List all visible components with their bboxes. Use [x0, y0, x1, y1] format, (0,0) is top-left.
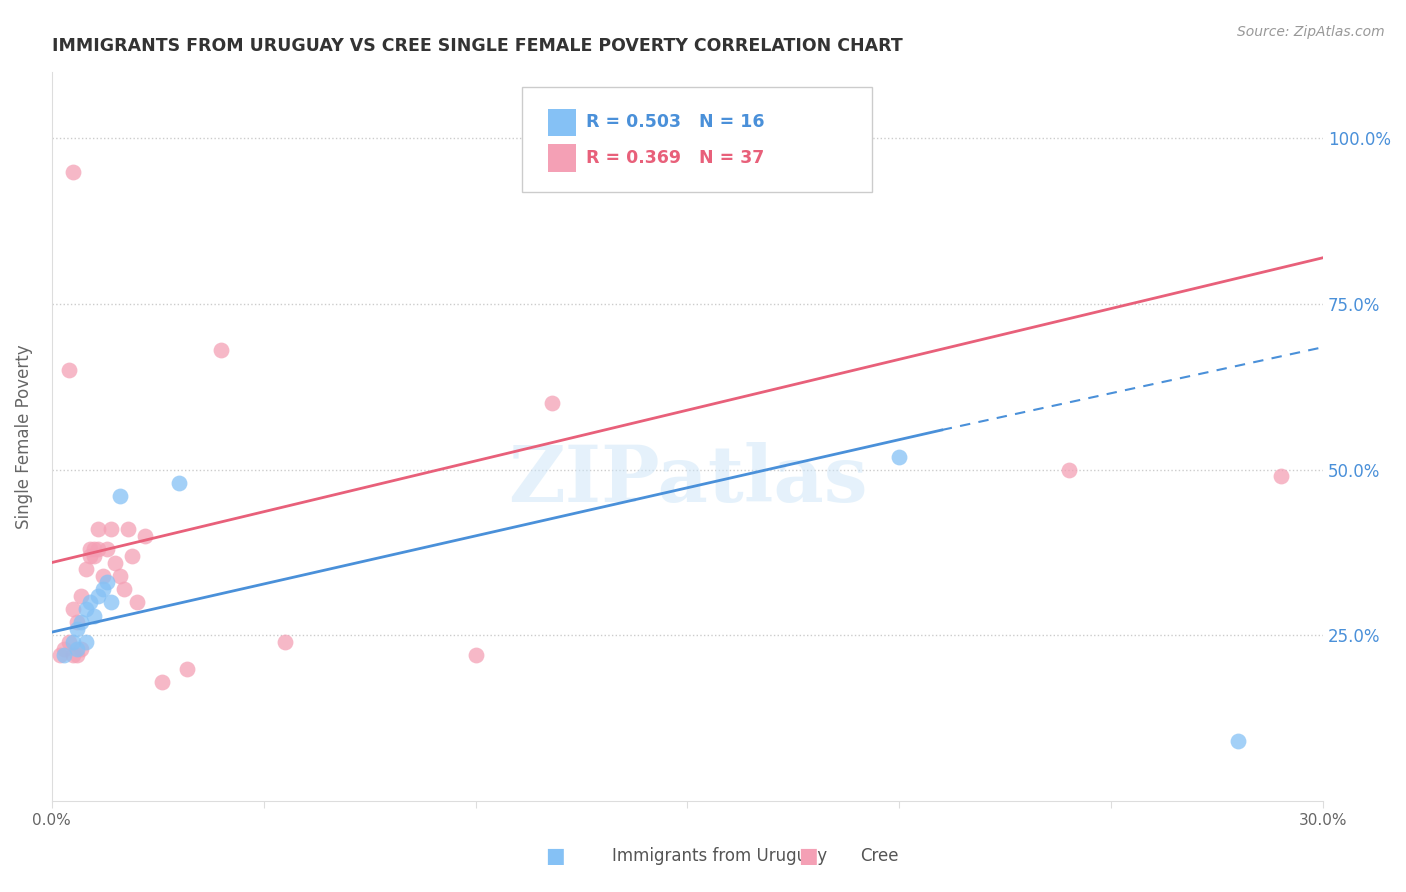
Point	[70, 641, 93, 656]
Point	[167, 476, 190, 491]
Point	[66, 615, 89, 630]
Point	[104, 556, 127, 570]
FancyBboxPatch shape	[547, 109, 575, 136]
Point	[100, 523, 122, 537]
Point	[125, 595, 148, 609]
Point	[1270, 469, 1292, 483]
Point	[134, 529, 156, 543]
Point	[70, 615, 93, 630]
Point	[1227, 734, 1250, 748]
Point	[62, 164, 84, 178]
Point	[176, 662, 198, 676]
Point	[62, 635, 84, 649]
Text: R = 0.503   N = 16: R = 0.503 N = 16	[586, 113, 765, 131]
Point	[49, 648, 72, 663]
Point	[75, 602, 97, 616]
Point	[209, 343, 232, 358]
Point	[96, 575, 118, 590]
Point	[96, 542, 118, 557]
Point	[540, 396, 562, 410]
Text: Source: ZipAtlas.com: Source: ZipAtlas.com	[1237, 25, 1385, 39]
FancyBboxPatch shape	[547, 145, 575, 172]
Point	[274, 635, 297, 649]
Text: IMMIGRANTS FROM URUGUAY VS CREE SINGLE FEMALE POVERTY CORRELATION CHART: IMMIGRANTS FROM URUGUAY VS CREE SINGLE F…	[52, 37, 903, 55]
Point	[83, 542, 105, 557]
Point	[70, 589, 93, 603]
Point	[75, 635, 97, 649]
Point	[83, 608, 105, 623]
Text: R = 0.369   N = 37: R = 0.369 N = 37	[586, 149, 763, 167]
Point	[112, 582, 135, 596]
Point	[150, 674, 173, 689]
Point	[75, 562, 97, 576]
Point	[53, 641, 76, 656]
Point	[79, 549, 101, 563]
Text: Cree: Cree	[860, 847, 898, 865]
Point	[79, 595, 101, 609]
Text: ■: ■	[799, 847, 818, 866]
Point	[108, 569, 131, 583]
Point	[58, 635, 80, 649]
Point	[62, 602, 84, 616]
Point	[108, 489, 131, 503]
Point	[66, 641, 89, 656]
FancyBboxPatch shape	[522, 87, 872, 193]
Text: Immigrants from Uruguay: Immigrants from Uruguay	[612, 847, 827, 865]
Point	[58, 363, 80, 377]
Point	[66, 648, 89, 663]
Point	[87, 542, 110, 557]
Point	[100, 595, 122, 609]
Y-axis label: Single Female Poverty: Single Female Poverty	[15, 344, 32, 529]
Point	[889, 450, 911, 464]
Point	[83, 549, 105, 563]
Point	[87, 589, 110, 603]
Point	[1057, 463, 1080, 477]
Text: ■: ■	[546, 847, 565, 866]
Point	[676, 145, 699, 159]
Point	[62, 648, 84, 663]
Point	[91, 582, 114, 596]
Point	[53, 648, 76, 663]
Point	[87, 523, 110, 537]
Point	[121, 549, 143, 563]
Point	[91, 569, 114, 583]
Point	[464, 648, 486, 663]
Text: ZIPatlas: ZIPatlas	[508, 442, 868, 518]
Point	[79, 542, 101, 557]
Point	[66, 622, 89, 636]
Point	[117, 523, 139, 537]
